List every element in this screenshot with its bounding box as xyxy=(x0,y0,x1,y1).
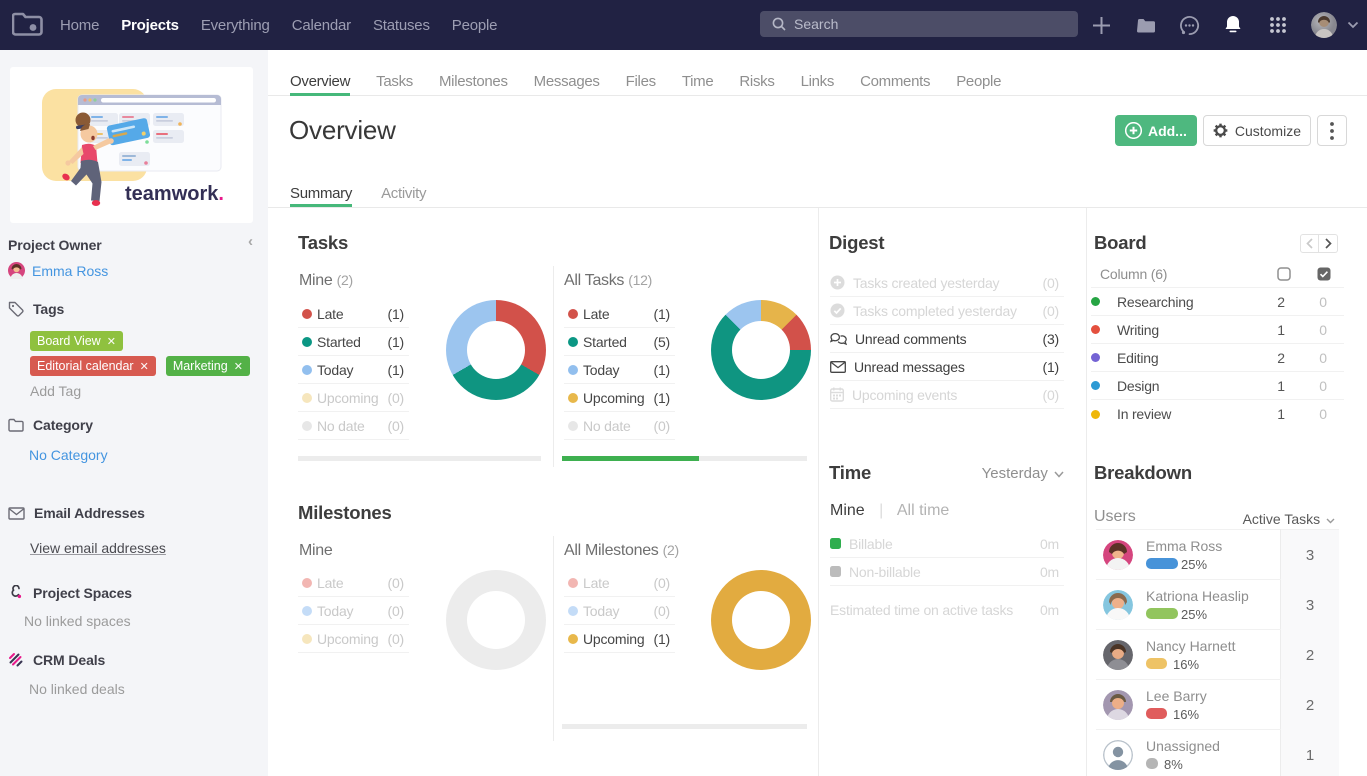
svg-text:teamwork.: teamwork. xyxy=(125,183,224,205)
